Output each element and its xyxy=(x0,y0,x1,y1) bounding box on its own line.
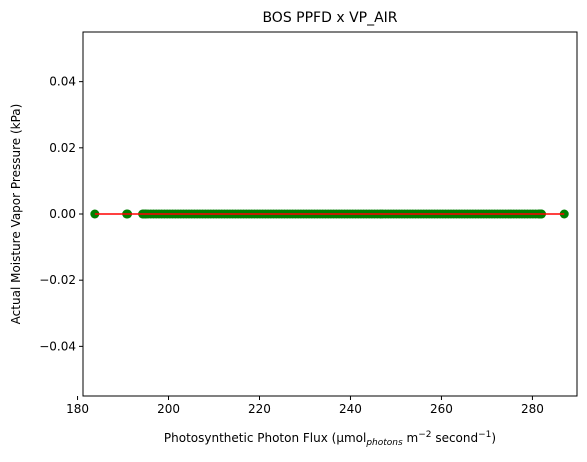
plot-frame xyxy=(82,31,578,397)
x-tick-label: 200 xyxy=(157,402,180,416)
x-tick-label: 280 xyxy=(521,402,544,416)
x-tick-label: 260 xyxy=(430,402,453,416)
y-tick-label: 0.00 xyxy=(49,207,76,221)
y-tick-label: −0.04 xyxy=(39,339,76,353)
x-axis-label: Photosynthetic Photon Flux (μmolphotons … xyxy=(164,430,496,448)
x-tick-label: 180 xyxy=(66,402,89,416)
chart-title: BOS PPFD x VP_AIR xyxy=(262,10,397,26)
y-axis-ticks: −0.04 −0.02 0.00 0.02 0.04 xyxy=(39,75,83,353)
y-tick-label: 0.02 xyxy=(49,141,76,155)
x-tick-label: 220 xyxy=(248,402,271,416)
x-tick-label: 240 xyxy=(339,402,362,416)
y-tick-label: −0.02 xyxy=(39,273,76,287)
series-layer xyxy=(90,209,569,219)
x-axis-ticks: 180 200 220 240 260 280 xyxy=(66,396,544,416)
y-tick-label: 0.04 xyxy=(49,75,76,89)
y-axis-label: Actual Moisture Vapor Pressure (kPa) xyxy=(9,104,23,325)
